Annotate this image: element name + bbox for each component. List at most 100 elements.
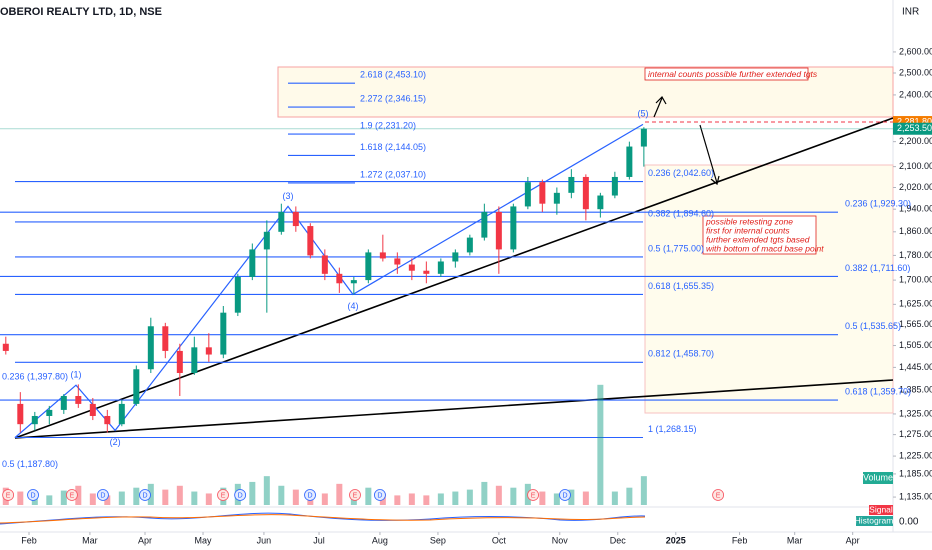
event-icon <box>527 489 539 501</box>
candle-body <box>133 369 140 404</box>
volume-bar <box>278 485 285 505</box>
x-tick-label: Apr <box>138 535 152 545</box>
pane-tag <box>856 516 893 526</box>
note-box <box>702 215 817 255</box>
note-box <box>644 67 809 81</box>
candle-body <box>176 350 183 373</box>
marked-price-label: 2,281.80 <box>897 116 932 126</box>
candle-body <box>437 261 444 274</box>
fib-label: 2.272 (2,346.15) <box>360 93 426 103</box>
candle-body <box>220 312 227 355</box>
candle-body <box>336 273 343 284</box>
volume-bar <box>568 489 575 505</box>
candle-body <box>307 226 314 256</box>
fib-label: 0.236 (2,042.60) <box>648 168 714 178</box>
event-icon <box>234 489 247 501</box>
fib-label: 0.5 (1,535.65) <box>845 321 901 331</box>
candle-body <box>626 146 633 177</box>
candle-body <box>292 211 299 227</box>
event-icon <box>559 489 571 501</box>
signal-line <box>0 514 646 524</box>
volume-bar <box>394 495 401 505</box>
candle-body <box>75 396 82 404</box>
candle-body <box>495 211 502 250</box>
note-text: first for internal counts <box>706 225 790 235</box>
event-label: D <box>31 492 36 499</box>
event-label: D <box>377 492 382 499</box>
candle-body <box>539 182 546 204</box>
note-text: internal counts possible further extende… <box>648 69 818 79</box>
event-label: E <box>6 492 11 499</box>
candle-body <box>17 403 24 425</box>
volume-bar <box>249 481 256 505</box>
volume-bar <box>495 485 502 505</box>
volume-bar <box>611 491 618 505</box>
volume-bar <box>46 495 53 505</box>
y-tick-label: 1,940.00 <box>899 204 932 214</box>
volume-bar <box>408 493 415 505</box>
fib-label: 0.5 (1,187.80) <box>2 459 58 469</box>
volume-bar <box>336 483 343 505</box>
fib-label: 0.5 (1,775.00) <box>648 243 704 253</box>
wave-label: (3) <box>282 191 293 201</box>
note-text: possible retesting zone <box>705 216 793 226</box>
fib-label: 0.812 (1,458.70) <box>648 349 714 359</box>
y-tick-label: 1,780.00 <box>899 250 932 260</box>
currency: INR <box>902 7 919 18</box>
candle-body <box>394 258 401 265</box>
y-tick-label: 2,500.00 <box>899 67 932 77</box>
x-tick-label: Jul <box>313 535 325 545</box>
y-tick-label: 1,185.00 <box>899 468 932 478</box>
pane-tag <box>869 505 893 515</box>
fib-label: 0.236 (1,929.30) <box>845 199 911 209</box>
fib-label: 0.382 (1,711.60) <box>845 263 910 273</box>
candle-body <box>89 403 96 416</box>
y-tick-label: 1,445.00 <box>899 362 932 372</box>
volume-bar <box>89 493 96 505</box>
candle-body <box>118 403 125 425</box>
y-tick-label: 1,385.00 <box>899 385 932 395</box>
event-label: E <box>716 492 721 499</box>
fib-label: 0.618 (1,655.35) <box>648 281 714 291</box>
wave-label: (5) <box>637 109 648 119</box>
candle-body <box>162 326 169 351</box>
candle-body <box>524 182 531 207</box>
volume-bar <box>205 493 212 505</box>
x-tick-label: Jun <box>257 535 272 545</box>
volume-bar <box>176 485 183 505</box>
y-tick-label: 1,860.00 <box>899 226 932 236</box>
event-icon <box>374 489 386 501</box>
wave-label: (1) <box>70 370 81 380</box>
wave-label: (4) <box>347 301 358 311</box>
candle-body <box>640 128 647 147</box>
last-price-tag <box>893 122 932 135</box>
volume-bar <box>321 493 328 505</box>
volume-bar <box>481 481 488 505</box>
y-tick-label: 2,200.00 <box>899 136 932 146</box>
candle-body <box>408 264 415 271</box>
candle-body <box>46 409 53 416</box>
wave-path <box>14 123 644 438</box>
fib-label: 1 (1,268.15) <box>648 424 697 434</box>
event-icon <box>217 489 229 501</box>
wave-label: (2) <box>110 437 121 447</box>
candle-body <box>205 347 212 355</box>
event-label: D <box>238 492 243 499</box>
volume-bar <box>162 489 169 505</box>
y-tick-label: 1,700.00 <box>899 274 932 284</box>
y-tick-label: 1,625.00 <box>899 299 932 309</box>
x-tick-label: May <box>195 535 213 545</box>
event-icon <box>139 489 151 501</box>
event-icon <box>349 489 361 501</box>
x-tick-label: Mar <box>787 535 803 545</box>
macd-zero-label: 0.00 <box>899 517 919 528</box>
volume-bar <box>539 491 546 505</box>
event-icon <box>304 489 316 501</box>
x-tick-label: Dec <box>610 535 627 545</box>
trend-line <box>14 117 894 439</box>
candle-body <box>466 237 473 253</box>
event-label: E <box>221 492 226 499</box>
x-tick-label: Mar <box>82 535 98 545</box>
volume-bar <box>118 491 125 505</box>
